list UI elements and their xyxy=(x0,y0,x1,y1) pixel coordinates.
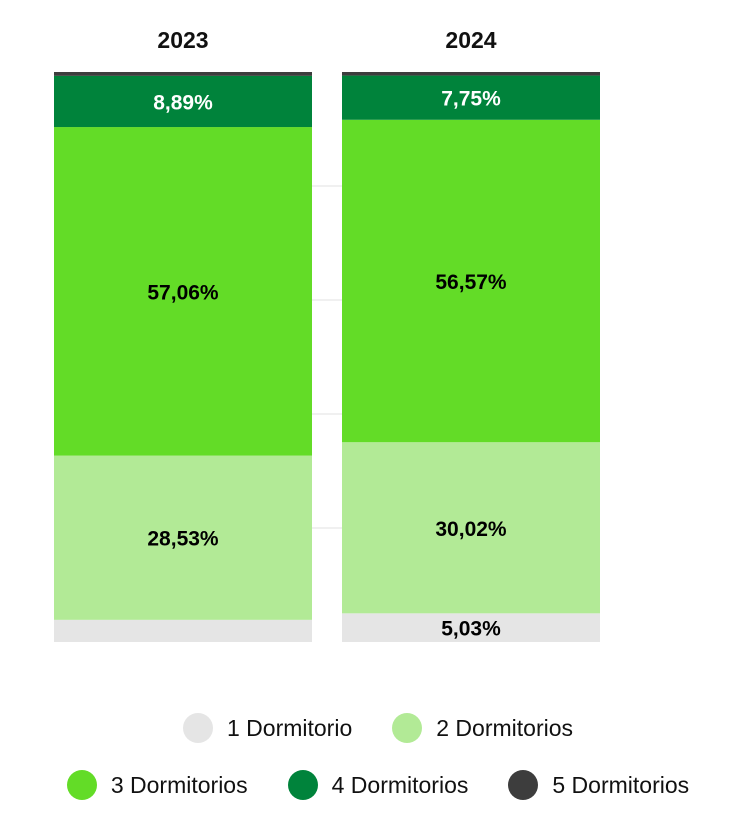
legend-item-1-dormitorio: 1 Dormitorio xyxy=(182,713,353,743)
bar-segment-2023-2-dormitorios xyxy=(54,455,312,620)
legend-label: 1 Dormitorio xyxy=(226,714,353,741)
legend-label: 5 Dormitorios xyxy=(552,771,690,798)
legend-row-1: 1 Dormitorio 2 Dormitorios xyxy=(0,713,756,743)
stacked-bar-chart: 28,53% 57,06% 8,89% 2023 5,03% 30,02% 56,57% 7,… xyxy=(54,27,600,642)
bar-segment-2023-4-dormitorios xyxy=(54,75,312,128)
legend-swatch xyxy=(66,770,97,800)
data-label-2024-3-dormitorios: 56,57% xyxy=(435,271,507,294)
data-label-2023-4-dormitorios: 8,89% xyxy=(153,91,213,114)
legend-item-4-dormitorios: 4 Dormitorios xyxy=(287,770,469,800)
legend-item-3-dormitorios: 3 Dormitorios xyxy=(66,770,248,800)
bar-segment-2024-2-dormitorios xyxy=(342,442,600,614)
legend-label: 4 Dormitorios xyxy=(331,771,469,798)
data-label-2024-2-dormitorios: 30,02% xyxy=(435,518,507,541)
legend-swatch xyxy=(182,713,213,743)
bar-segment-2024-3-dormitorios xyxy=(342,119,600,443)
legend-swatch xyxy=(508,770,539,800)
data-label-2023-3-dormitorios: 57,06% xyxy=(147,281,219,304)
bar-segment-2024-5-dormitorios xyxy=(342,72,600,76)
data-label-2023-2-dormitorios: 28,53% xyxy=(147,528,219,551)
bar-segment-2023-3-dormitorios xyxy=(54,127,312,456)
category-label-2024: 2024 xyxy=(445,27,496,53)
bar-segment-2023-1-dormitorio xyxy=(54,619,312,642)
data-label-2024-1-dormitorio: 5,03% xyxy=(441,618,501,641)
bar-segment-2024-4-dormitorios xyxy=(342,75,600,120)
legend-swatch xyxy=(392,713,423,743)
data-label-2024-4-dormitorios: 7,75% xyxy=(441,88,501,111)
bar-segment-2023-5-dormitorios xyxy=(54,72,312,76)
legend-label: 2 Dormitorios xyxy=(436,714,574,741)
bar-segment-2024-1-dormitorio xyxy=(342,613,600,642)
legend-item-5-dormitorios: 5 Dormitorios xyxy=(508,770,689,800)
legend-label: 3 Dormitorios xyxy=(110,771,248,798)
legend-item-2-dormitorios: 2 Dormitorios xyxy=(392,713,573,743)
category-label-2023: 2023 xyxy=(157,27,208,53)
legend-row-2: 3 Dormitorios 4 Dormitorios 5 Dormitorios xyxy=(0,770,756,800)
legend-swatch xyxy=(287,770,318,800)
